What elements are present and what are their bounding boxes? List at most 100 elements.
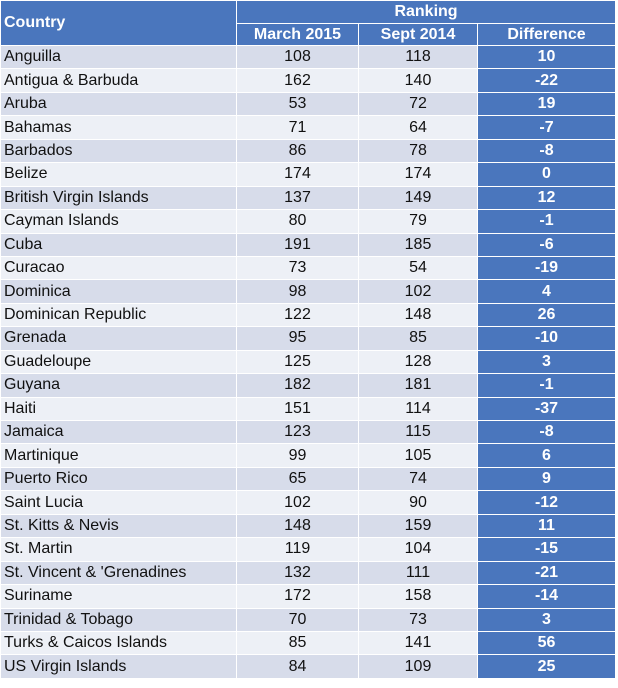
march-2015-cell: 132 [236,560,359,586]
country-cell: British Virgin Islands [0,185,237,211]
march-2015-cell: 102 [236,490,359,515]
table-row: Dominica 98 102 4 [0,279,616,304]
march-2015-cell: 84 [236,654,359,679]
difference-cell: 3 [477,607,616,632]
march-2015-cell: 174 [236,162,359,187]
country-cell: Cayman Islands [0,209,237,234]
country-cell: Puerto Rico [0,466,237,492]
march-2015-cell: 85 [236,630,359,656]
march-2015-cell: 98 [236,279,359,304]
march-2015-cell: 99 [236,443,359,468]
table-row: Jamaica 123 115 -8 [0,419,616,445]
march-2015-cell: 148 [236,513,359,539]
table-row: Guadeloupe 125 128 3 [0,349,616,375]
table-body: Anguilla 108 118 10 Antigua & Barbuda 162 140-… [0,44,616,679]
sept-2014-cell: 90 [358,490,478,515]
country-cell: St. Martin [0,537,237,562]
country-cell: Grenada [0,326,237,351]
country-cell: Aruba [0,91,237,117]
difference-cell: 11 [477,513,616,539]
country-cell: Dominica [0,279,237,304]
march-2015-cell: 162 [236,68,359,93]
difference-cell: -1 [477,373,616,398]
difference-cell: -7 [477,115,616,140]
march-2015-cell: 191 [236,232,359,257]
country-cell: Anguilla [0,44,237,70]
sept-2014-cell: 54 [358,255,478,281]
country-column-header: Country [0,0,237,46]
sept-2014-cell: 111 [358,560,478,586]
table-row: Trinidad & Tobago 70 73 3 [0,607,616,632]
difference-cell: 26 [477,302,616,328]
sept-2014-cell: 74 [358,466,478,492]
country-cell: Guadeloupe [0,349,237,375]
country-cell: Guyana [0,373,237,398]
country-cell: Saint Lucia [0,490,237,515]
sept-2014-cell: 118 [358,44,478,70]
march-2015-cell: 73 [236,255,359,281]
sept-2014-cell: 78 [358,138,478,164]
difference-cell: -10 [477,326,616,351]
march-2015-cell: 86 [236,138,359,164]
table-row: St. Martin 119 104 -15 [0,537,616,562]
difference-cell: 0 [477,162,616,187]
march-2015-cell: 95 [236,326,359,351]
difference-cell: -21 [477,560,616,586]
table-row: Suriname 172 158 -14 [0,584,616,609]
march-2015-cell: 137 [236,185,359,211]
march-2015-cell: 122 [236,302,359,328]
sept-2014-cell: 102 [358,279,478,304]
country-cell: US Virgin Islands [0,654,237,679]
sept-2014-cell: 158 [358,584,478,609]
table-row: Antigua & Barbuda 162 140 -22 [0,68,616,93]
table-row: Aruba 53 72 19 [0,91,616,117]
table-row: St. Kitts & Nevis 148 159 11 [0,513,616,539]
difference-cell: 9 [477,466,616,492]
sept-2014-cell: 128 [358,349,478,375]
difference-cell: 56 [477,630,616,656]
difference-cell: 19 [477,91,616,117]
difference-cell: 4 [477,279,616,304]
sept-2014-column-header: Sept 2014 [358,23,478,46]
march-2015-cell: 53 [236,91,359,117]
march-2015-cell: 172 [236,584,359,609]
march-2015-cell: 108 [236,44,359,70]
country-cell: Martinique [0,443,237,468]
difference-cell: 10 [477,44,616,70]
difference-cell: -22 [477,68,616,93]
march-2015-cell: 119 [236,537,359,562]
sept-2014-cell: 115 [358,419,478,445]
difference-cell: 12 [477,185,616,211]
sept-2014-cell: 72 [358,91,478,117]
sept-2014-cell: 140 [358,68,478,93]
country-cell: Curacao [0,255,237,281]
difference-cell: 25 [477,654,616,679]
sept-2014-cell: 141 [358,630,478,656]
table-row: US Virgin Islands 84 109 25 [0,654,616,679]
table-row: Haiti 151 114 -37 [0,396,616,422]
sept-2014-cell: 104 [358,537,478,562]
difference-cell: -1 [477,209,616,234]
table-row: Barbados 86 78 -8 [0,138,616,164]
sept-2014-cell: 64 [358,115,478,140]
table-row: Cuba 191 185 -6 [0,232,616,257]
march-2015-cell: 125 [236,349,359,375]
country-cell: Belize [0,162,237,187]
country-cell: St. Vincent & 'Grenadines [0,560,237,586]
difference-column-header: Difference [477,23,616,46]
table-row: Puerto Rico 65 74 9 [0,466,616,492]
difference-cell: 3 [477,349,616,375]
table-row: Anguilla 108 118 10 [0,44,616,70]
difference-cell: 6 [477,443,616,468]
sept-2014-cell: 79 [358,209,478,234]
difference-cell: -19 [477,255,616,281]
table-row: Martinique 99 105 6 [0,443,616,468]
march-2015-cell: 71 [236,115,359,140]
sept-2014-cell: 114 [358,396,478,422]
table-row: Cayman Islands 80 79 -1 [0,209,616,234]
table-row: Saint Lucia 102 90 -12 [0,490,616,515]
ranking-group-header: Ranking [236,0,616,24]
sept-2014-cell: 85 [358,326,478,351]
country-cell: Dominican Republic [0,302,237,328]
